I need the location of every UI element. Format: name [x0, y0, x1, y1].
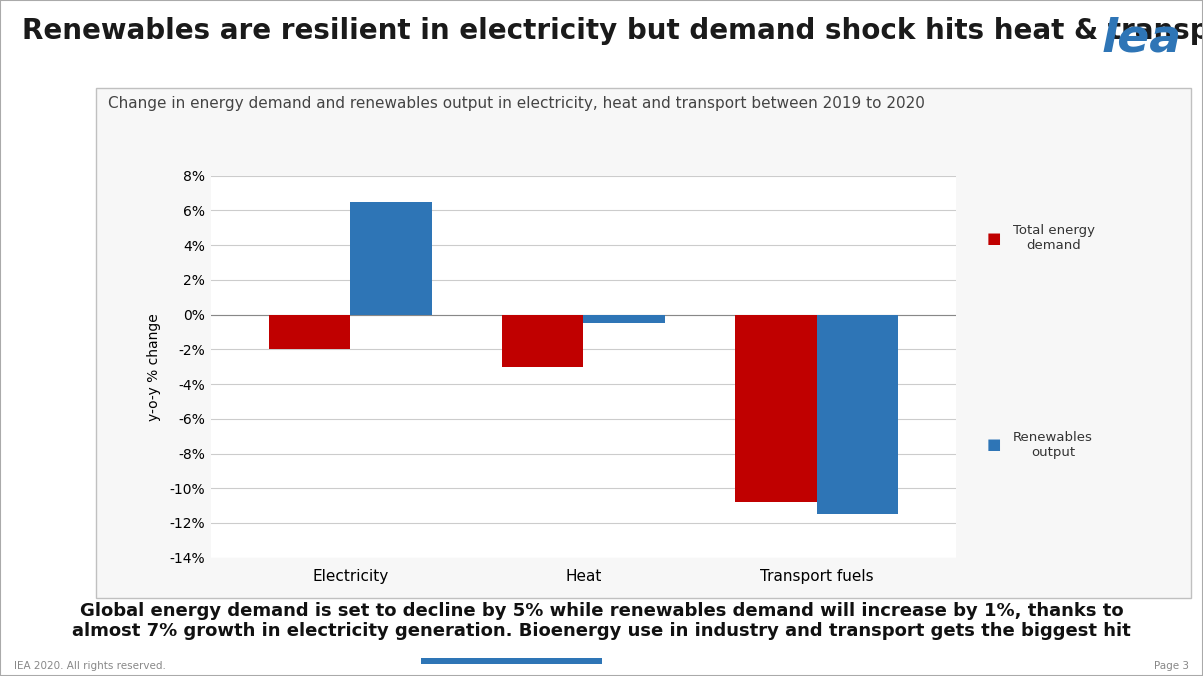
Text: Page 3: Page 3: [1154, 660, 1189, 671]
Text: ■: ■: [986, 231, 1001, 246]
Text: Global energy demand is set to decline by 5% while renewables demand will increa: Global energy demand is set to decline b…: [72, 602, 1131, 640]
Bar: [502, 314, 583, 366]
Bar: [350, 202, 432, 314]
Text: Change in energy demand and renewables output in electricity, heat and transport: Change in energy demand and renewables o…: [108, 96, 925, 111]
Bar: [268, 314, 350, 349]
Text: Renewables
output: Renewables output: [1013, 431, 1092, 459]
Text: IEA 2020. All rights reserved.: IEA 2020. All rights reserved.: [14, 660, 166, 671]
Bar: [817, 314, 899, 514]
Y-axis label: y-o-y % change: y-o-y % change: [147, 313, 161, 420]
Bar: [735, 314, 817, 502]
Text: Total energy
demand: Total energy demand: [1013, 224, 1095, 252]
Text: Renewables are resilient in electricity but demand shock hits heat & transport: Renewables are resilient in electricity …: [22, 17, 1203, 45]
Text: ■: ■: [986, 437, 1001, 452]
Text: lea: lea: [1101, 17, 1181, 62]
Bar: [583, 314, 665, 323]
